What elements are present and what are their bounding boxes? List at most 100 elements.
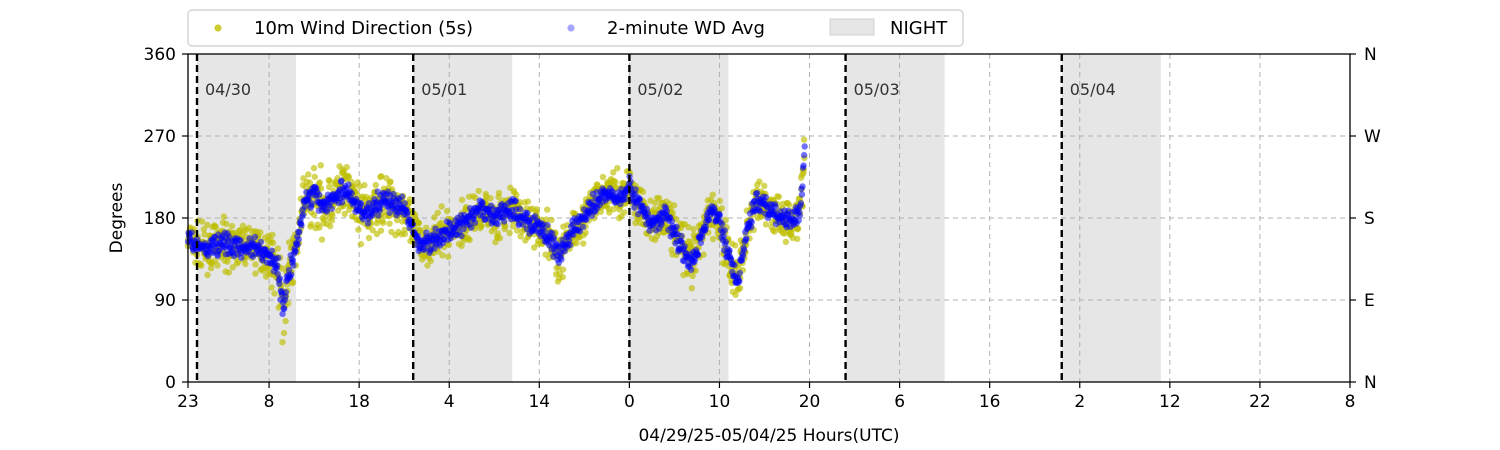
wind-point [639, 188, 647, 196]
avg-point [644, 210, 652, 217]
x-tick-label: 10 [709, 392, 731, 412]
wind-point [466, 236, 473, 244]
x-tick-label: 2 [1074, 392, 1085, 412]
wind-point [533, 206, 540, 213]
wind-point [316, 224, 323, 231]
wind-point [445, 241, 453, 249]
wind-point [785, 201, 793, 208]
avg-point [276, 275, 284, 282]
wind-point [198, 218, 206, 225]
wind-point [377, 227, 385, 234]
wind-point [431, 214, 438, 221]
wind-point [722, 216, 729, 224]
wind-point [220, 213, 228, 220]
legend-night-patch [829, 18, 875, 36]
avg-point [797, 200, 805, 207]
x-tick-label: 23 [177, 392, 199, 412]
wind-point [386, 179, 394, 186]
legend: 10m Wind Direction (5s) 2-minute WD Avg NI… [187, 9, 964, 47]
wind-point [310, 211, 318, 219]
avg-point [323, 208, 331, 215]
avg-point [772, 203, 779, 210]
wind-point [198, 262, 205, 269]
avg-point [214, 252, 221, 260]
avg-point [275, 254, 282, 262]
wind-point [329, 212, 336, 219]
wind-point [513, 227, 521, 234]
wind-point [365, 234, 373, 242]
avg-point [743, 235, 750, 242]
avg-point [421, 245, 428, 252]
avg-point [345, 181, 352, 188]
avg-point [401, 200, 408, 207]
wind-point [308, 221, 315, 228]
avg-point [471, 219, 479, 226]
avg-point [404, 209, 411, 216]
wind-point [369, 226, 376, 234]
avg-point [494, 220, 501, 228]
avg-point [740, 247, 748, 254]
avg-point [694, 251, 702, 259]
wind-point [487, 195, 494, 202]
avg-point [718, 220, 726, 228]
avg-point [299, 211, 307, 219]
wind-point [274, 245, 282, 252]
wind-point [381, 208, 388, 216]
wind-point [800, 169, 807, 177]
day-marker-label: 05/02 [637, 80, 683, 99]
wind-point [204, 221, 211, 229]
avg-point [512, 197, 519, 205]
wind-point [415, 219, 423, 227]
wind-point [472, 194, 479, 201]
y2-tick-label: S [1364, 209, 1375, 229]
avg-point [716, 212, 724, 219]
wind-point [223, 220, 230, 228]
avg-point [757, 208, 764, 215]
wind-point [443, 207, 451, 215]
wind-point [378, 172, 385, 180]
avg-point [747, 224, 755, 231]
x-axis-title: 04/29/25-05/04/25 Hours(UTC) [638, 426, 899, 446]
wind-point [269, 231, 276, 238]
avg-point [687, 266, 695, 273]
avg-point [800, 162, 807, 169]
wind-point [496, 234, 504, 242]
avg-point [500, 218, 508, 225]
x-tick-label: 0 [624, 392, 635, 412]
avg-point [257, 238, 265, 246]
wind-point [224, 258, 231, 265]
avg-point [301, 203, 308, 210]
wind-point [207, 264, 215, 272]
wind-point [235, 258, 242, 266]
wind-point [282, 317, 289, 325]
avg-point [294, 241, 301, 248]
wind-point [212, 223, 219, 231]
avg-point [798, 191, 806, 198]
avg-point [225, 233, 233, 240]
wind-point [444, 253, 452, 260]
wind-point [687, 242, 695, 249]
wind-point [475, 187, 482, 195]
wind-point [361, 182, 368, 189]
avg-point [458, 232, 465, 240]
avg-point [281, 305, 288, 313]
wind-point [458, 196, 466, 204]
wind-point [355, 226, 362, 233]
wind-point [422, 224, 430, 231]
wind-point [214, 262, 221, 269]
wind-point [685, 224, 692, 231]
avg-point [279, 310, 286, 318]
wind-point [718, 205, 726, 212]
avg-point [516, 205, 524, 213]
avg-point [268, 247, 275, 254]
avg-point [544, 221, 551, 229]
x-tick-label: 16 [979, 392, 1001, 412]
avg-point [338, 199, 346, 206]
avg-point [295, 236, 302, 243]
wind-point [401, 226, 408, 234]
avg-point [308, 200, 315, 207]
avg-point [364, 220, 372, 227]
wind-point [524, 198, 532, 205]
wind-point [458, 242, 465, 250]
avg-point [390, 190, 397, 198]
